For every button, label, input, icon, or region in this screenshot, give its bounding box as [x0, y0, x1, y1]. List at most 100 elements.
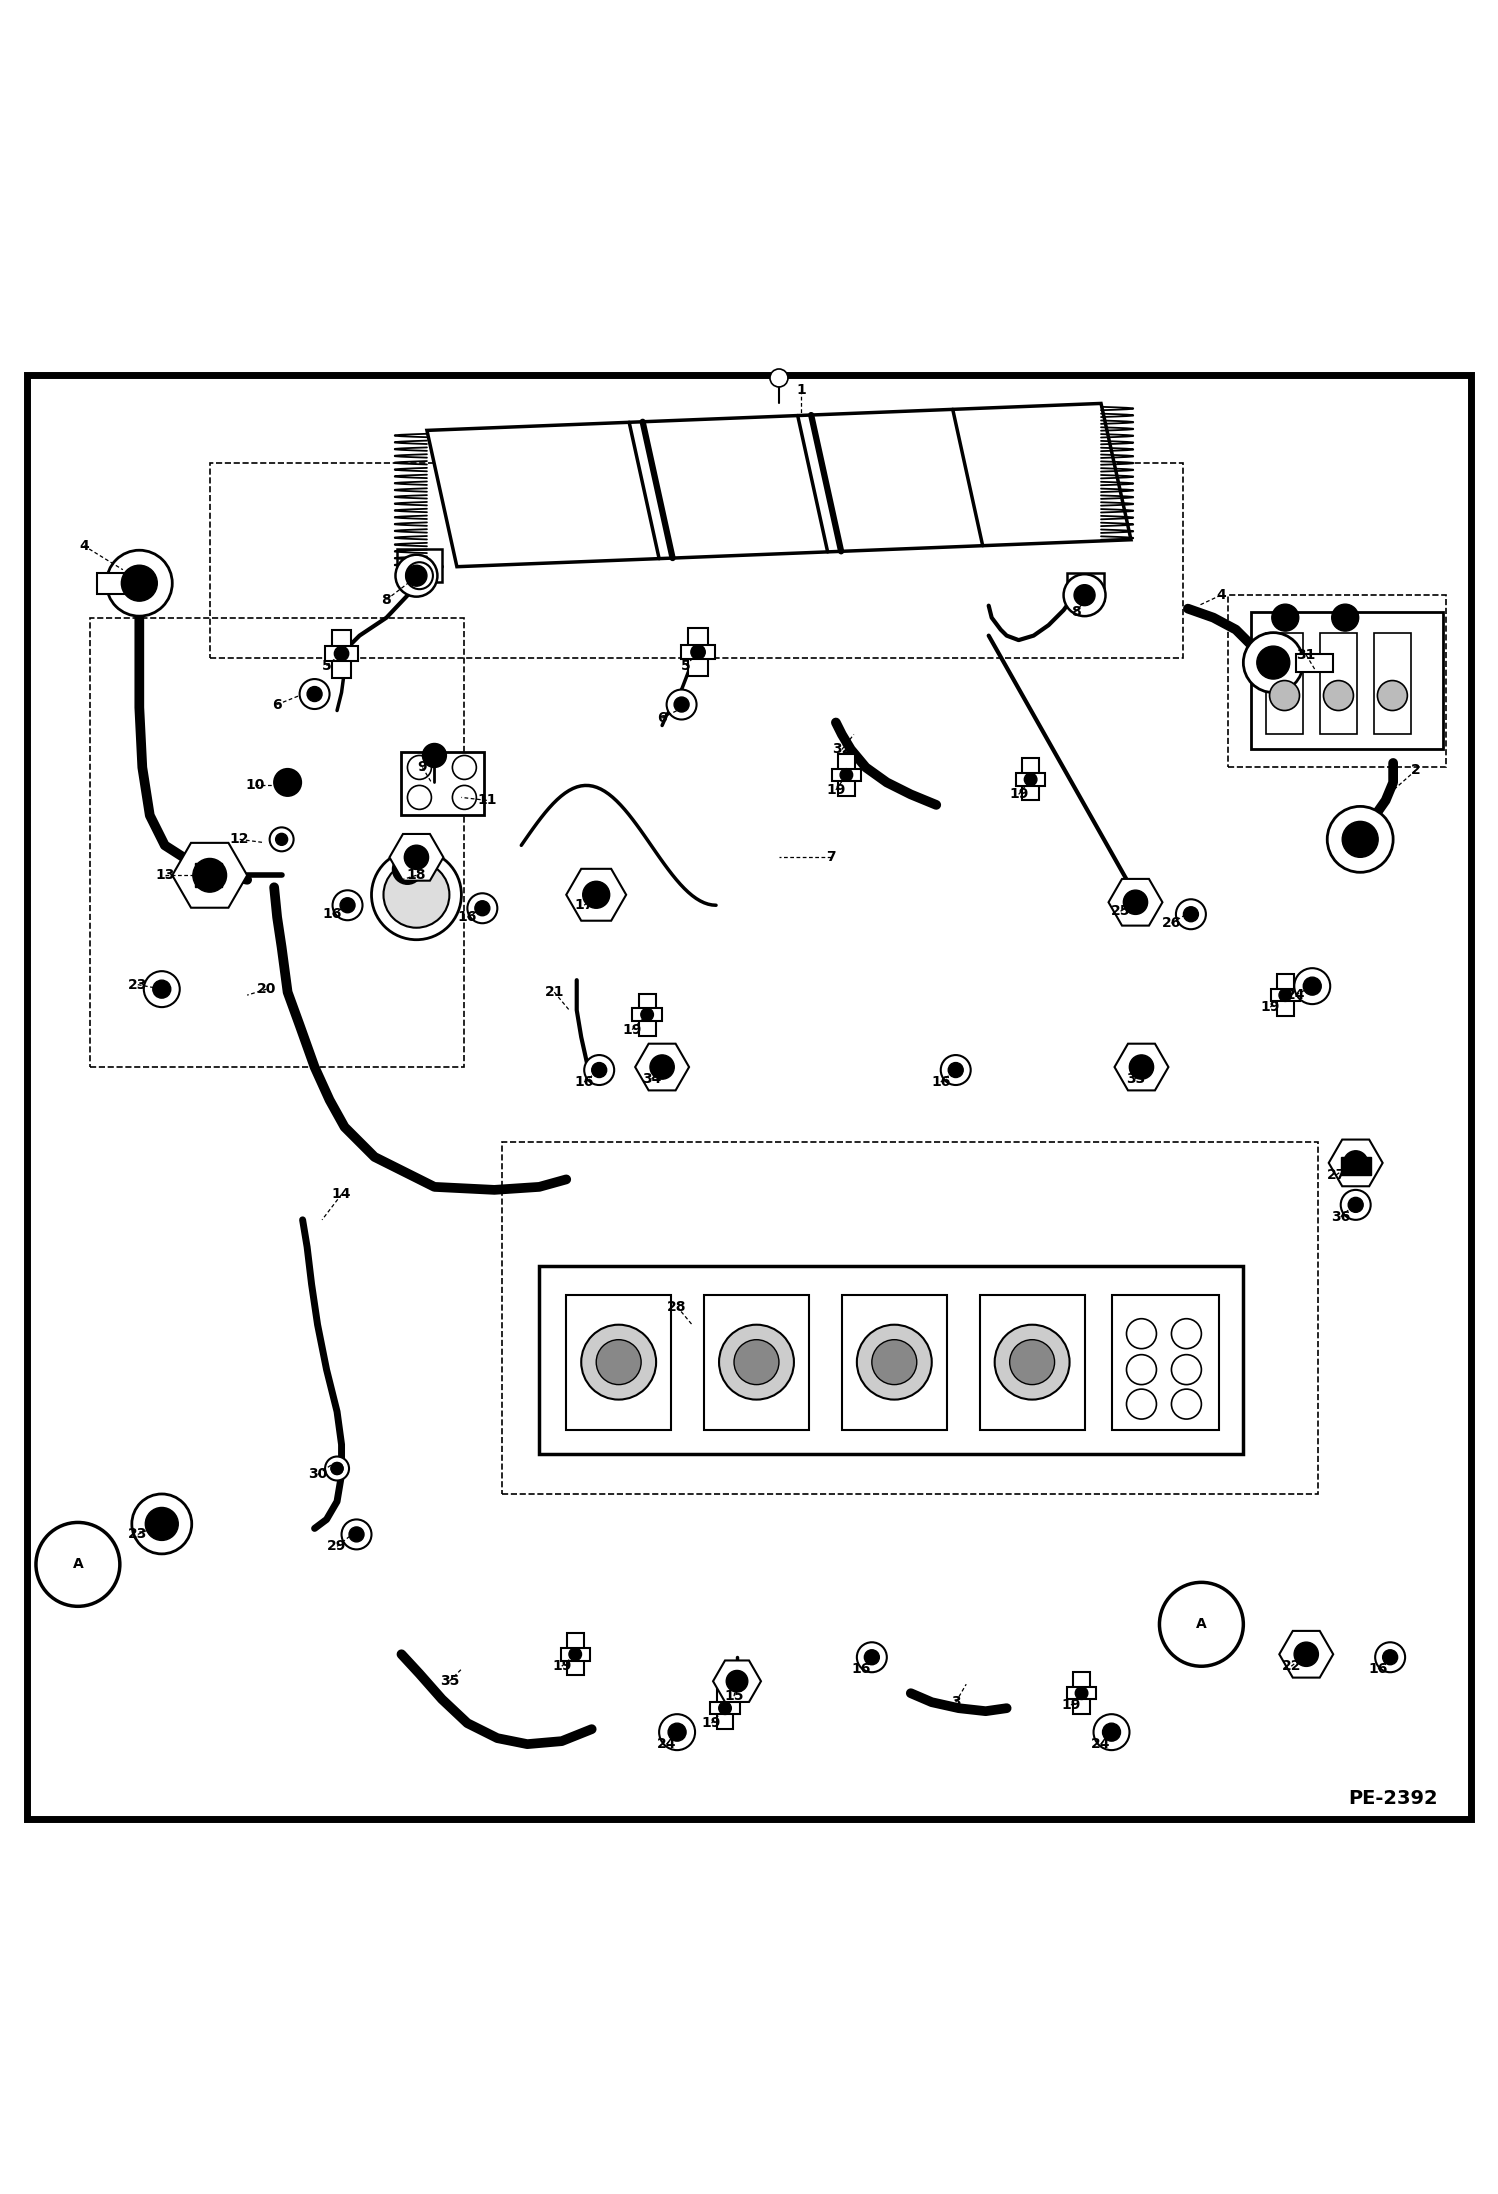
Circle shape: [193, 858, 226, 893]
Text: 24: 24: [1285, 987, 1306, 1003]
Text: 1: 1: [797, 384, 806, 397]
Text: 19: 19: [1010, 788, 1028, 801]
Bar: [1320, 632, 1357, 735]
Circle shape: [467, 893, 497, 924]
Circle shape: [407, 755, 431, 779]
Polygon shape: [1329, 1139, 1383, 1187]
Bar: [1251, 612, 1443, 750]
Circle shape: [1303, 976, 1321, 996]
Circle shape: [1348, 1198, 1363, 1213]
Bar: [333, 630, 351, 678]
Text: 15: 15: [724, 1689, 745, 1703]
Bar: [325, 647, 358, 660]
Text: 4: 4: [79, 540, 88, 553]
Text: 4: 4: [1216, 588, 1225, 601]
Polygon shape: [389, 834, 443, 880]
Polygon shape: [566, 869, 626, 921]
Circle shape: [1294, 968, 1330, 1005]
Circle shape: [331, 1463, 343, 1474]
Circle shape: [276, 834, 288, 845]
Bar: [837, 755, 855, 796]
Circle shape: [995, 1325, 1070, 1400]
Circle shape: [584, 1055, 614, 1086]
Bar: [90, 619, 464, 1066]
Circle shape: [407, 785, 431, 810]
Text: 7: 7: [827, 851, 836, 864]
Text: 19: 19: [623, 1022, 641, 1036]
Text: 11: 11: [476, 794, 497, 807]
Text: 8: 8: [382, 592, 391, 608]
Circle shape: [1124, 891, 1147, 915]
Circle shape: [1171, 1319, 1201, 1349]
Text: 14: 14: [331, 1187, 352, 1202]
Circle shape: [1243, 632, 1303, 693]
Circle shape: [132, 1494, 192, 1553]
Text: 19: 19: [1261, 1000, 1279, 1014]
Circle shape: [349, 1527, 364, 1542]
Bar: [566, 1632, 584, 1676]
Text: 29: 29: [328, 1540, 346, 1553]
Circle shape: [668, 1722, 686, 1742]
Text: 6: 6: [658, 711, 667, 724]
Bar: [539, 1266, 1243, 1452]
Text: 9: 9: [418, 761, 427, 774]
Bar: [210, 463, 1183, 658]
Circle shape: [1344, 1152, 1368, 1176]
Circle shape: [1279, 989, 1291, 1000]
Circle shape: [667, 689, 697, 720]
Circle shape: [372, 849, 461, 939]
Bar: [97, 573, 139, 595]
Circle shape: [452, 755, 476, 779]
Circle shape: [596, 1341, 641, 1384]
Bar: [1016, 772, 1046, 785]
Text: 13: 13: [156, 869, 174, 882]
Bar: [638, 994, 656, 1036]
Circle shape: [1171, 1354, 1201, 1384]
Text: 16: 16: [575, 1075, 593, 1088]
Text: 35: 35: [440, 1674, 458, 1687]
Polygon shape: [172, 842, 247, 908]
Circle shape: [864, 1650, 879, 1665]
Bar: [1067, 1687, 1097, 1700]
Circle shape: [274, 768, 301, 796]
Bar: [716, 1687, 734, 1729]
Circle shape: [36, 1523, 120, 1606]
Circle shape: [1171, 1389, 1201, 1420]
Circle shape: [145, 1507, 178, 1540]
Circle shape: [1010, 1341, 1055, 1384]
Circle shape: [1126, 1389, 1156, 1420]
Bar: [842, 1294, 947, 1430]
Text: 10: 10: [246, 779, 264, 792]
Text: 21: 21: [544, 985, 565, 998]
Circle shape: [857, 1643, 887, 1672]
Bar: [1067, 573, 1104, 599]
Circle shape: [1257, 645, 1290, 680]
Circle shape: [153, 981, 171, 998]
Circle shape: [406, 566, 427, 586]
Circle shape: [325, 1457, 349, 1481]
Bar: [560, 1648, 590, 1661]
Text: 34: 34: [643, 1073, 661, 1086]
Circle shape: [1129, 1055, 1153, 1079]
Circle shape: [1383, 1650, 1398, 1665]
Circle shape: [1176, 900, 1206, 930]
Text: 6: 6: [273, 698, 282, 711]
Bar: [1112, 1294, 1219, 1430]
Circle shape: [392, 853, 422, 884]
Circle shape: [941, 1055, 971, 1086]
Circle shape: [1076, 1687, 1088, 1700]
Bar: [397, 548, 442, 581]
Circle shape: [1074, 584, 1095, 606]
Bar: [142, 1516, 181, 1534]
Polygon shape: [1115, 1044, 1168, 1090]
Circle shape: [674, 698, 689, 713]
Text: 33: 33: [1126, 1073, 1144, 1086]
Circle shape: [659, 1714, 695, 1751]
Circle shape: [734, 1341, 779, 1384]
Circle shape: [1025, 772, 1037, 785]
Circle shape: [1126, 1354, 1156, 1384]
Circle shape: [342, 1520, 372, 1549]
Text: 16: 16: [852, 1663, 870, 1676]
Text: 19: 19: [1062, 1698, 1080, 1711]
Circle shape: [1327, 807, 1393, 873]
